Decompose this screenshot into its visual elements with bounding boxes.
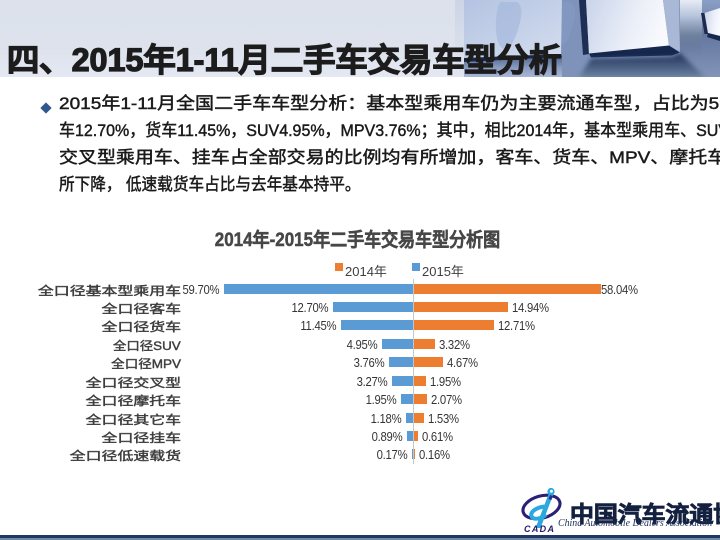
svg-text:CADA: CADA [524, 524, 554, 534]
